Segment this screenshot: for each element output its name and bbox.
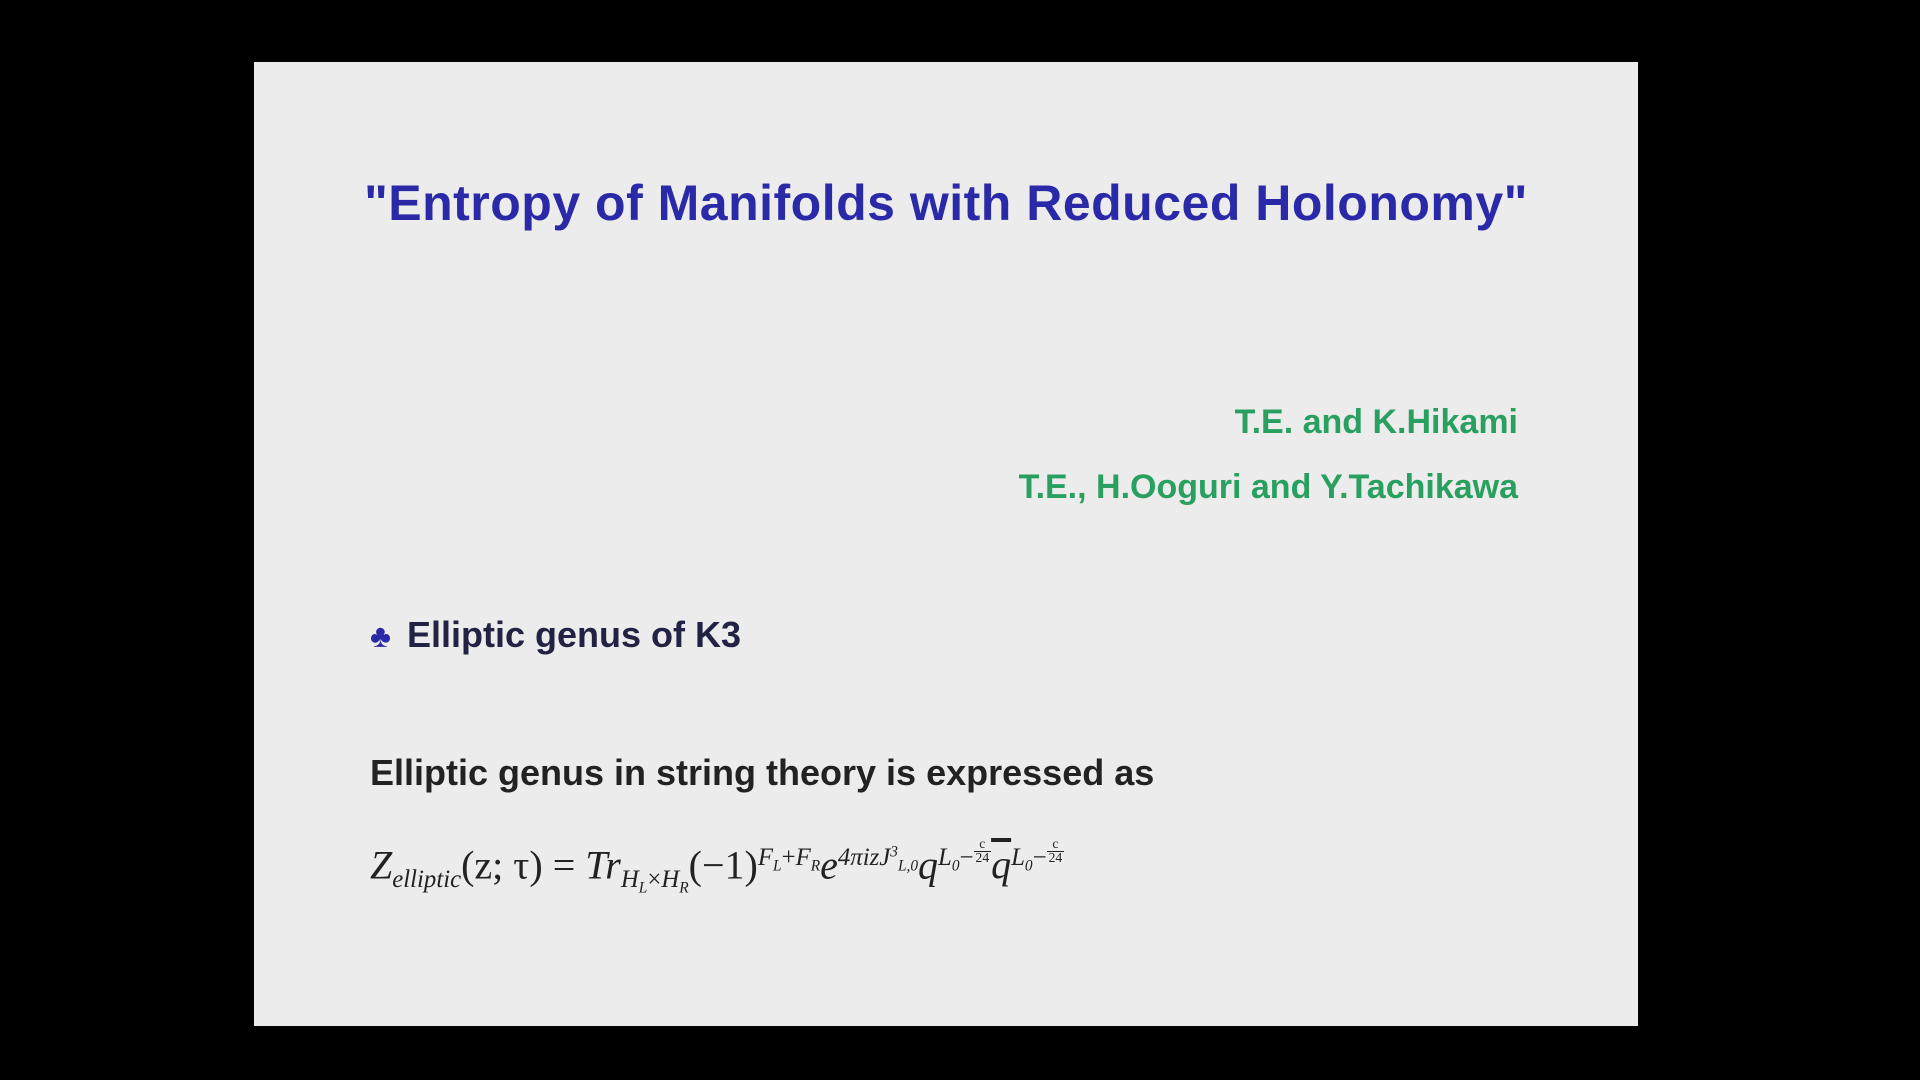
section-heading-text: Elliptic genus of K3 — [407, 614, 741, 655]
eq-trace-space: HL×HR — [621, 866, 689, 893]
eq-equals: = — [543, 842, 586, 887]
eq-lhs-Z: Z — [370, 842, 392, 887]
body-text: Elliptic genus in string theory is expre… — [370, 752, 1154, 794]
eq-lhs-args: (z; τ) — [461, 842, 543, 887]
elliptic-genus-equation: Zelliptic(z; τ) = TrHL×HR(−1)FL+FRe4πizJ… — [370, 838, 1570, 897]
eq-exp-e: e — [820, 842, 838, 887]
eq-q1-exp: L0−c24 — [938, 844, 991, 871]
eq-q1: q — [918, 842, 938, 887]
slide-title: "Entropy of Manifolds with Reduced Holon… — [254, 168, 1638, 238]
eq-qbar: q — [991, 841, 1011, 888]
eq-sign-exp: FL+FR — [758, 844, 820, 871]
eq-sign-base: (−1) — [689, 842, 758, 887]
eq-exp-e-sup: 4πizJ3L,0 — [838, 844, 918, 871]
authors-block: T.E. and K.Hikami T.E., H.Ooguri and Y.T… — [1019, 390, 1518, 519]
eq-lhs-sub: elliptic — [392, 866, 461, 893]
eq-qbar-exp: L0−c24 — [1011, 844, 1064, 871]
eq-trace: Tr — [585, 842, 621, 887]
section-heading: ♣ Elliptic genus of K3 — [370, 614, 741, 656]
slide: "Entropy of Manifolds with Reduced Holon… — [254, 62, 1638, 1026]
author-line-2: T.E., H.Ooguri and Y.Tachikawa — [1019, 455, 1518, 520]
author-line-1: T.E. and K.Hikami — [1019, 390, 1518, 455]
club-icon: ♣ — [370, 618, 391, 654]
